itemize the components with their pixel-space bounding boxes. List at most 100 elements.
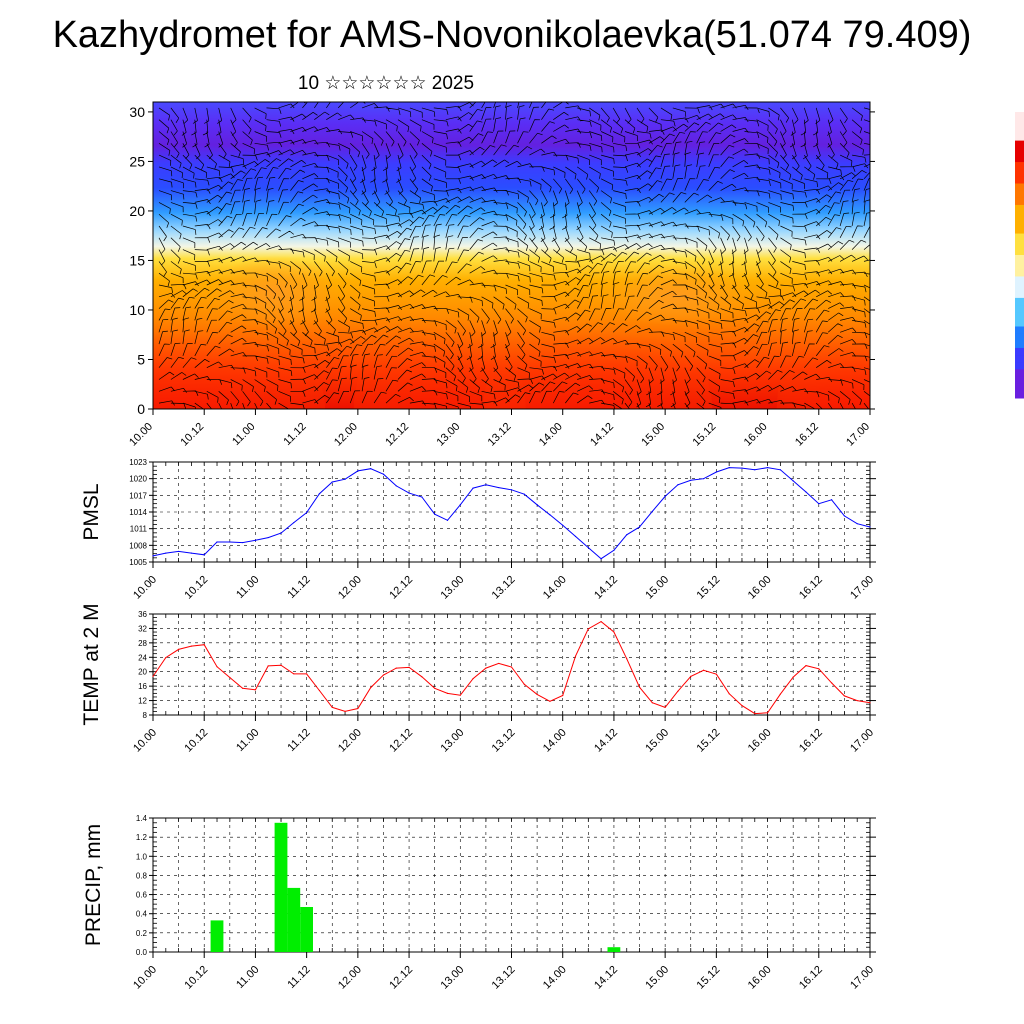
- temp-point: [664, 706, 666, 709]
- x-tick-label: 12.12: [387, 574, 415, 602]
- precip-bar: [287, 887, 301, 952]
- pmsl-point: [485, 484, 487, 486]
- colorbar-strip: [1015, 376, 1024, 385]
- pmsl-point: [523, 493, 525, 495]
- temp-point: [472, 677, 474, 680]
- temp-point: [869, 702, 871, 704]
- y-tick-label: 5: [137, 351, 145, 367]
- pmsl-point: [318, 493, 321, 495]
- temp-panel: 8 12 16 20 24 28 32 36 10.00 10.12 11.00 11.12 12.00…: [80, 603, 876, 754]
- x-tick-label: 12.12: [387, 727, 415, 755]
- temp-point: [856, 699, 858, 702]
- temp-point: [446, 692, 449, 694]
- y-tick-label: 15: [129, 252, 145, 268]
- temp-point: [728, 693, 730, 695]
- pmsl-point: [229, 541, 231, 543]
- x-tick-label: 14.12: [592, 727, 620, 755]
- cross-section-panel: 0 5 10 15 20 25 30 10.00 10.12 11.00 11.12 12.00 12.…: [127, 101, 875, 449]
- page-title: Kazhydromet for AMS-Novonikolaevka(51.07…: [52, 14, 972, 56]
- temp-point: [434, 687, 436, 689]
- pmsl-panel: 1005 1008 1011 1014 1017 1020 1023 10.00 10.12 11…: [80, 458, 876, 602]
- x-tick-label: 10.00: [131, 574, 159, 602]
- temp-point: [792, 676, 794, 678]
- temp-point: [165, 657, 167, 659]
- y-tick-label: 32: [138, 624, 147, 633]
- colorbar-strip: [1015, 333, 1024, 342]
- x-tick-label: 16.12: [793, 421, 821, 449]
- pmsl-point: [843, 515, 845, 517]
- y-tick-label: 1023: [129, 458, 147, 467]
- y-tick-label: 8: [143, 711, 148, 720]
- pmsl-point: [549, 514, 551, 516]
- y-tick-label: 1011: [130, 525, 148, 534]
- pmsl-point: [472, 487, 474, 489]
- x-tick-label: 10.00: [131, 727, 159, 755]
- x-tick-label: 10.00: [127, 421, 155, 449]
- pmsl-point: [830, 499, 833, 501]
- y-tick-label: 0.8: [136, 871, 148, 880]
- temp-point: [766, 712, 769, 714]
- x-tick-label: 13.00: [438, 964, 466, 992]
- precip-minor-ticks: [152, 817, 871, 953]
- pmsl-point: [600, 558, 602, 560]
- temp-y-axis-label: TEMP at 2 M: [80, 603, 103, 725]
- pmsl-point: [638, 526, 641, 528]
- colorbar-strip: [1015, 390, 1024, 399]
- temp-point: [523, 683, 525, 685]
- x-tick-label: 17.00: [848, 574, 876, 602]
- pmsl-point: [344, 478, 346, 480]
- pmsl-point: [754, 469, 756, 471]
- y-tick-label: 28: [138, 639, 147, 648]
- temp-point: [741, 705, 743, 707]
- temp-point: [357, 707, 359, 710]
- y-tick-label: 36: [138, 610, 147, 619]
- pmsl-grid: [153, 462, 870, 562]
- precip-bar: [210, 920, 224, 952]
- colorbar-strip: [1015, 340, 1024, 349]
- colorbar: [1015, 112, 1024, 399]
- colorbar-strip: [1015, 147, 1024, 156]
- x-tick-label: 16.00: [746, 574, 774, 602]
- colorbar-strip: [1015, 169, 1024, 177]
- pmsl-point: [818, 503, 820, 505]
- colorbar-strip: [1015, 362, 1024, 370]
- x-tick-label: 10.12: [178, 421, 206, 449]
- pmsl-point: [242, 541, 244, 544]
- precip-panel: 0.0 0.2 0.4 0.6 0.8 1.0 1.2 1.4 10.00 10.12 11.00 1…: [82, 814, 876, 992]
- y-tick-label: 20: [129, 203, 145, 219]
- x-tick-label: 13.00: [438, 574, 466, 602]
- y-tick-label: 0.0: [136, 948, 148, 957]
- wind-barb-lines: [158, 102, 870, 409]
- temp-point: [344, 710, 346, 712]
- colorbar-strip: [1015, 369, 1024, 378]
- pmsl-point: [498, 486, 500, 489]
- pmsl-point: [152, 555, 154, 557]
- colorbar-strip: [1015, 154, 1024, 163]
- x-tick-label: 10.12: [182, 574, 210, 602]
- temp-point: [280, 664, 282, 666]
- colorbar-strip: [1015, 197, 1024, 206]
- temp-point: [229, 676, 231, 679]
- temp-point: [702, 669, 705, 671]
- pmsl-point: [421, 496, 423, 498]
- y-tick-label: 0.6: [136, 891, 148, 900]
- x-tick-label: 12.12: [383, 421, 411, 449]
- colorbar-strip: [1015, 305, 1024, 313]
- colorbar-strip: [1015, 276, 1024, 285]
- y-tick-label: 1.4: [136, 814, 148, 823]
- pmsl-point: [408, 492, 410, 494]
- x-tick-label: 15.00: [643, 727, 671, 755]
- y-tick-label: 1.0: [136, 852, 148, 861]
- colorbar-strip: [1015, 383, 1024, 392]
- warm-core: [482, 310, 713, 409]
- x-tick-label: 12.00: [332, 421, 360, 449]
- x-tick-label: 15.12: [695, 574, 723, 602]
- colorbar-strip: [1015, 255, 1024, 263]
- precip-bar: [274, 822, 288, 952]
- pmsl-point: [216, 541, 218, 543]
- x-tick-label: 15.12: [691, 421, 719, 449]
- temp-point: [677, 690, 679, 692]
- pmsl-point: [574, 535, 577, 538]
- colorbar-strip: [1015, 133, 1024, 142]
- x-tick-label: 13.00: [434, 421, 462, 449]
